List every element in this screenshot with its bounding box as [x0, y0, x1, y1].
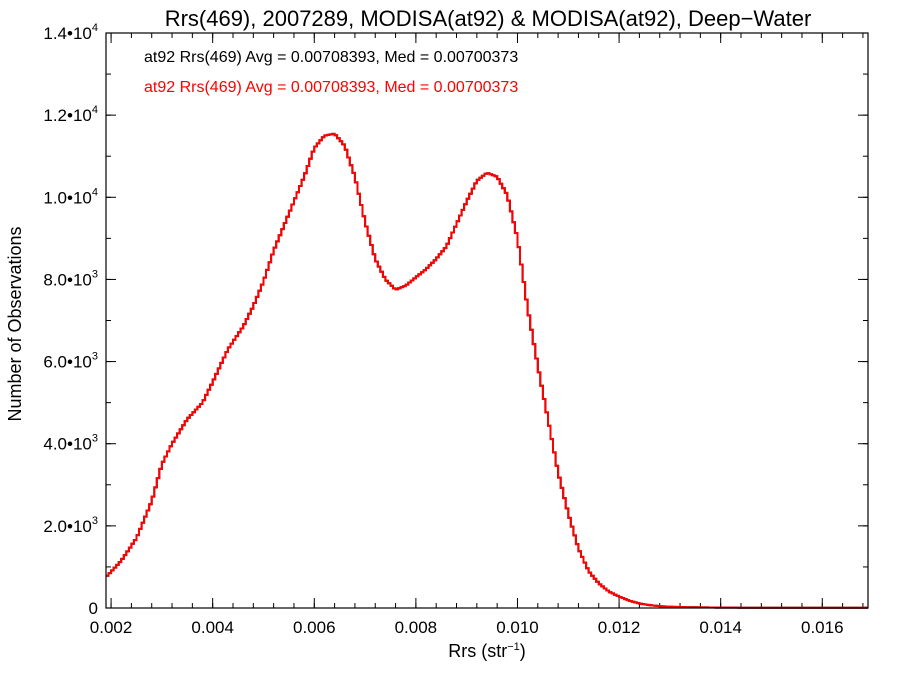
x-tick-label: 0.014 [699, 618, 742, 637]
annotation-2: at92 Rrs(469) Avg = 0.00708393, Med = 0.… [144, 79, 518, 96]
x-tick-label: 0.002 [90, 618, 133, 637]
y-tick-label: 2.0•103 [43, 515, 98, 536]
x-axis-label-superscript: −1 [507, 641, 520, 653]
annotations: at92 Rrs(469) Avg = 0.00708393, Med = 0.… [144, 49, 518, 96]
y-axis-ticks: 0 2.0•103 4.0•103 6.0•103 8.0•103 1.0•104 1.2•… [43, 22, 868, 618]
x-tick-label: 0.016 [801, 618, 844, 637]
x-tick-label: 0.012 [598, 618, 641, 637]
x-tick-label: 0.006 [293, 618, 336, 637]
y-axis-label: Number of Observations [5, 226, 25, 421]
x-axis-label-end: ) [520, 641, 526, 661]
y-tick-label: 6.0•103 [43, 351, 98, 372]
x-axis-label: Rrs (str−1) [448, 641, 526, 661]
histogram-series-2 [106, 132, 868, 609]
annotation-1: at92 Rrs(469) Avg = 0.00708393, Med = 0.… [144, 49, 518, 66]
y-tick-label: 1.4•104 [43, 22, 98, 43]
x-axis-label-text: Rrs (str [448, 641, 507, 661]
x-tick-label: 0.004 [191, 618, 234, 637]
y-tick-label: 1.0•104 [43, 186, 98, 207]
chart-title: Rrs(469), 2007289, MODISA(at92) & MODISA… [165, 6, 812, 31]
x-tick-label: 0.008 [395, 618, 438, 637]
plot-frame [105, 32, 869, 609]
x-axis-ticks: 0.002 0.004 0.006 0.008 0.010 0.012 0.014 0.016 [90, 33, 864, 637]
y-tick-label: 4.0•103 [43, 433, 98, 454]
y-tick-label: 1.2•104 [43, 104, 98, 125]
y-tick-label: 0 [89, 599, 98, 618]
x-tick-label: 0.010 [496, 618, 539, 637]
y-tick-label: 8.0•103 [43, 268, 98, 289]
data-series [106, 132, 868, 609]
